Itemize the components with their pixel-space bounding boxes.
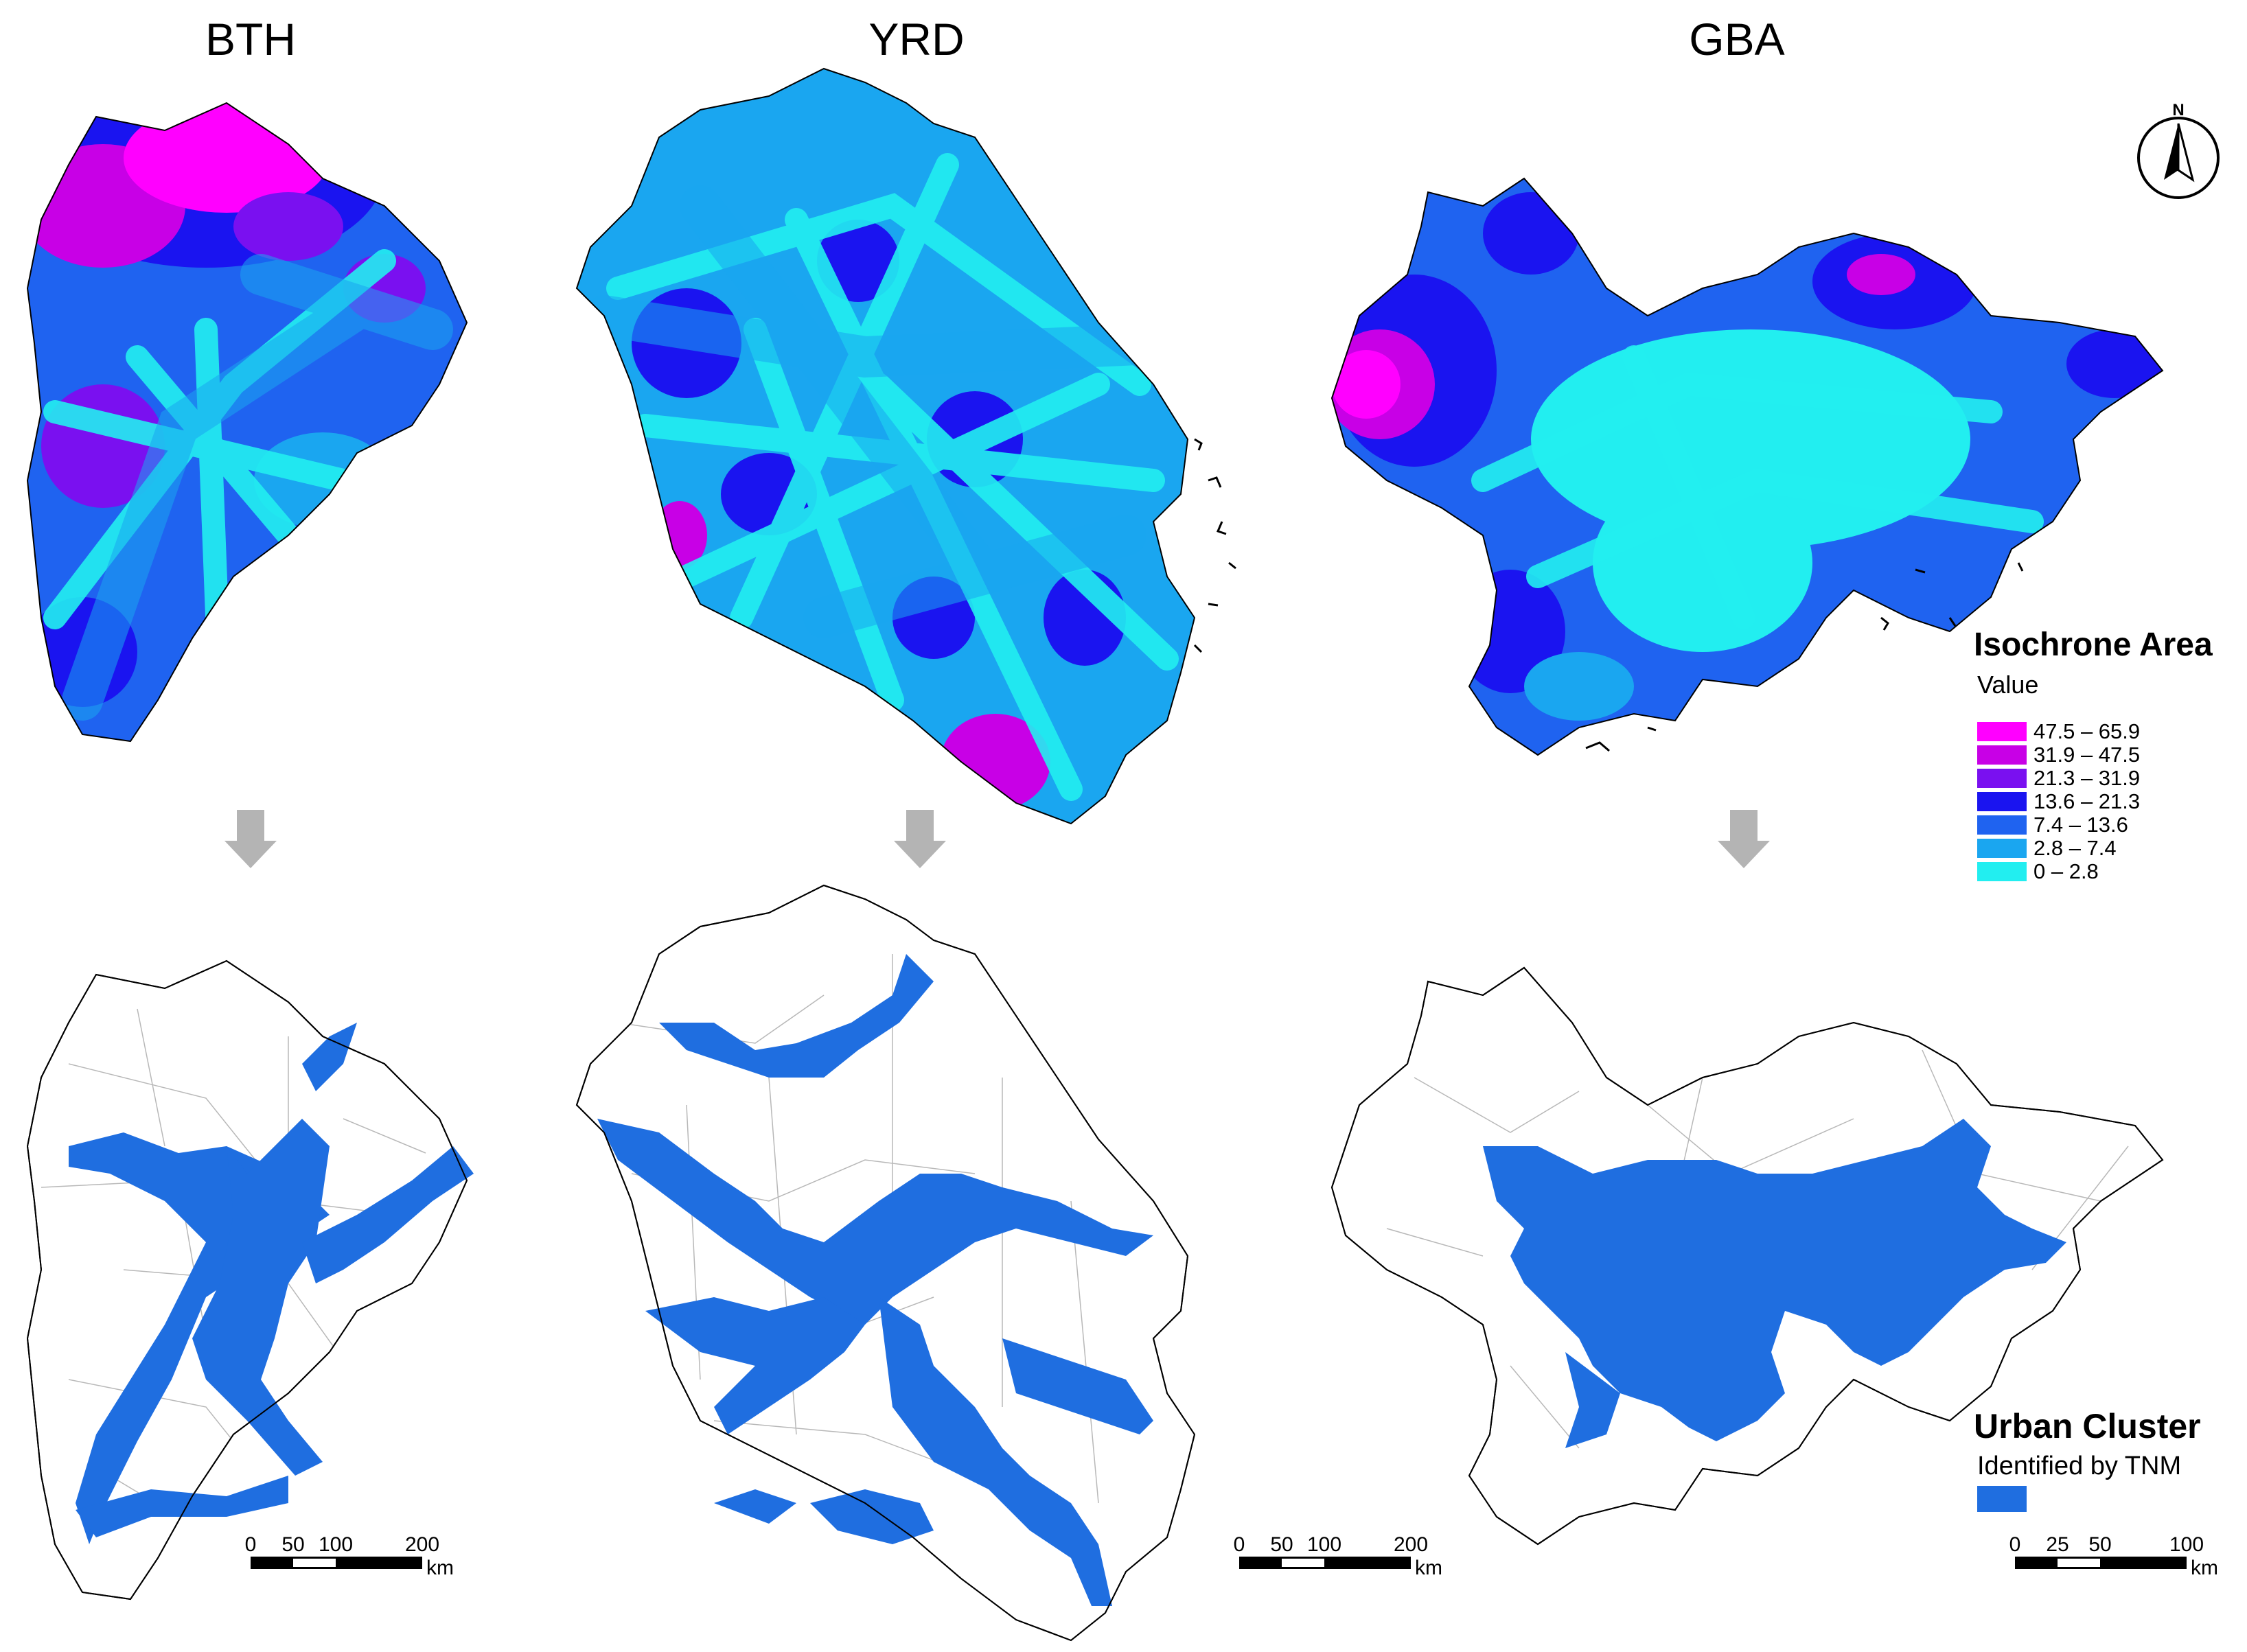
scale-tick: 25: [2046, 1533, 2069, 1556]
scale-unit: km: [2191, 1557, 2218, 1579]
legend-swatch: [1977, 792, 2027, 811]
legend-class-label: 13.6 – 21.3: [2033, 789, 2140, 813]
scale-tick: 50: [1270, 1533, 1293, 1556]
legend-class-label: 7.4 – 13.6: [2033, 813, 2128, 837]
isochrone-map-yrd: [576, 68, 1236, 824]
legend-swatch: [1977, 862, 2027, 881]
isochrone-legend-subtitle: Value: [1977, 671, 2038, 699]
scale-bar-bth: 0 50 100 200 km: [245, 1533, 454, 1579]
isochrone-legend: Isochrone Area Value 47.5 – 65.931.9 – 4…: [1974, 627, 2213, 883]
legend-swatch: [1977, 839, 2027, 858]
cluster-legend-title: Urban Cluster: [1974, 1407, 2201, 1445]
scale-unit: km: [1415, 1557, 1442, 1579]
scale-tick: 50: [2088, 1533, 2111, 1556]
scale-tick: 100: [1307, 1533, 1341, 1556]
scale-tick: 0: [1234, 1533, 1245, 1556]
legend-class-label: 2.8 – 7.4: [2033, 836, 2117, 860]
cluster-map-gba: [1331, 967, 2163, 1545]
isochrone-map-gba: [1331, 178, 2163, 756]
legend-swatch: [1977, 769, 2027, 788]
down-arrow-icon: [224, 810, 1770, 868]
scale-tick: 100: [319, 1533, 353, 1556]
scale-bar-yrd: 0 50 100 200 km: [1234, 1533, 1442, 1579]
north-label: N: [2172, 101, 2184, 119]
legend-swatch: [1977, 722, 2027, 741]
cluster-map-bth: [27, 960, 474, 1600]
isochrone-map-bth: [27, 102, 468, 742]
yrd-islands: [1193, 438, 1236, 653]
scale-tick: 50: [281, 1533, 304, 1556]
region-title-yrd: YRD: [868, 14, 964, 65]
gba-islands: [1585, 562, 2024, 752]
scale-unit: km: [426, 1557, 454, 1579]
scale-tick: 0: [245, 1533, 257, 1556]
scale-tick: 200: [405, 1533, 439, 1556]
cluster-legend-subtitle: Identified by TNM: [1977, 1452, 2181, 1480]
region-title-bth: BTH: [205, 14, 296, 65]
legend-class-label: 31.9 – 47.5: [2033, 743, 2140, 767]
isochrone-legend-title: Isochrone Area: [1974, 627, 2213, 663]
legend-swatch: [1977, 815, 2027, 835]
scale-bar-gba: 0 25 50 100 km: [2009, 1533, 2218, 1579]
north-arrow-icon: N: [2137, 101, 2220, 199]
scale-tick: 200: [1394, 1533, 1428, 1556]
legend-class-label: 21.3 – 31.9: [2033, 766, 2140, 790]
legend-class-list: 47.5 – 65.931.9 – 47.521.3 – 31.913.6 – …: [1977, 719, 2140, 883]
legend-class-label: 0 – 2.8: [2033, 859, 2099, 883]
cluster-legend: Urban Cluster Identified by TNM: [1974, 1407, 2201, 1512]
region-title-gba: GBA: [1689, 14, 1784, 65]
cluster-map-yrd: [576, 885, 1195, 1641]
legend-class-label: 47.5 – 65.9: [2033, 719, 2140, 743]
legend-swatch: [1977, 745, 2027, 765]
scale-tick: 100: [2169, 1533, 2204, 1556]
cluster-legend-swatch: [1977, 1486, 2027, 1512]
scale-tick: 0: [2009, 1533, 2021, 1556]
